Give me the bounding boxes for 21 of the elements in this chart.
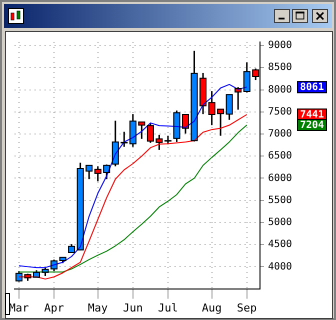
y-tick-label: 7500 (268, 106, 292, 118)
x-tick-label: May (88, 301, 108, 314)
x-tick-label: Jul (158, 301, 178, 314)
y-tick-label: 7000 (268, 128, 292, 140)
x-tick-label: Jun (122, 301, 143, 314)
y-tick-label: 4000 (268, 261, 292, 272)
y-tick-label: 5500 (268, 194, 292, 206)
y-tick-label: 5000 (268, 217, 292, 228)
y-tick-label: 9000 (268, 40, 292, 52)
candlestick (182, 114, 189, 134)
y-tick-label: 6500 (268, 150, 292, 162)
y-tick-label: 8000 (268, 84, 292, 96)
y-tick-label: 6000 (268, 172, 292, 184)
text: 8061 (300, 82, 324, 94)
x-tick-label: Sep (236, 301, 257, 314)
y-tick-label: 4500 (268, 239, 292, 250)
text: 7441 (300, 110, 324, 121)
text: 7204 (300, 120, 324, 132)
x-tick-label: Aug (202, 301, 222, 314)
x-tick-label: Apr (44, 301, 64, 314)
y-tick-label: 8500 (268, 62, 292, 74)
